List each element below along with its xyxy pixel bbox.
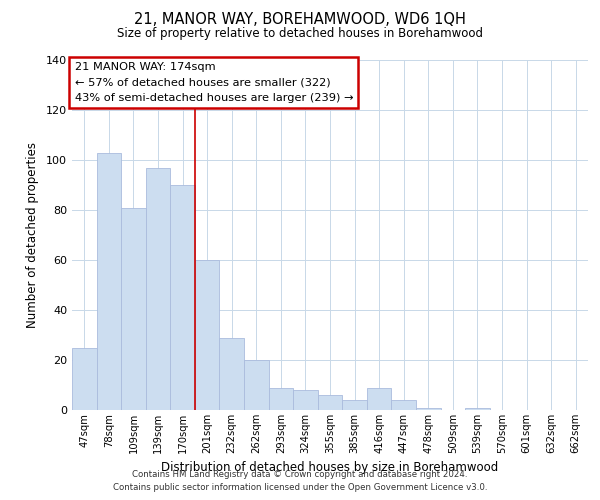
Bar: [465, 408, 490, 410]
Bar: [342, 400, 367, 410]
Bar: [293, 390, 318, 410]
Bar: [121, 208, 146, 410]
Text: 21 MANOR WAY: 174sqm
← 57% of detached houses are smaller (322)
43% of semi-deta: 21 MANOR WAY: 174sqm ← 57% of detached h…: [74, 62, 353, 103]
Bar: [146, 168, 170, 410]
Bar: [318, 395, 342, 410]
Bar: [367, 388, 391, 410]
Bar: [244, 360, 269, 410]
Bar: [195, 260, 220, 410]
Bar: [97, 152, 121, 410]
Bar: [416, 408, 440, 410]
Y-axis label: Number of detached properties: Number of detached properties: [26, 142, 39, 328]
Text: Contains HM Land Registry data © Crown copyright and database right 2024.
Contai: Contains HM Land Registry data © Crown c…: [113, 470, 487, 492]
Bar: [391, 400, 416, 410]
Bar: [220, 338, 244, 410]
Bar: [72, 348, 97, 410]
Bar: [269, 388, 293, 410]
Text: 21, MANOR WAY, BOREHAMWOOD, WD6 1QH: 21, MANOR WAY, BOREHAMWOOD, WD6 1QH: [134, 12, 466, 28]
X-axis label: Distribution of detached houses by size in Borehamwood: Distribution of detached houses by size …: [161, 462, 499, 474]
Bar: [170, 185, 195, 410]
Text: Size of property relative to detached houses in Borehamwood: Size of property relative to detached ho…: [117, 28, 483, 40]
